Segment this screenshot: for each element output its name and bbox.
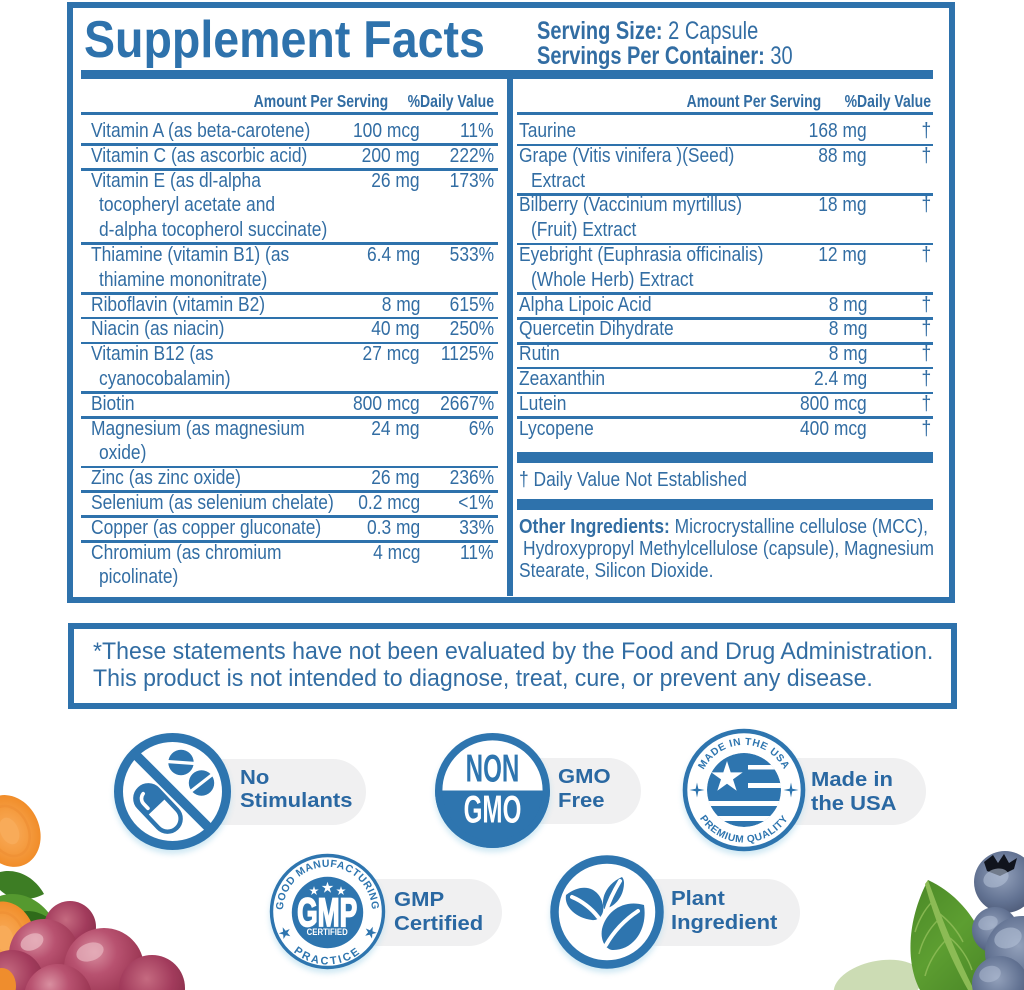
- svg-text:CERTIFIED: CERTIFIED: [307, 926, 348, 937]
- svg-text:NON: NON: [466, 747, 520, 790]
- svg-text:GMO: GMO: [464, 788, 522, 831]
- svg-text:GMP: GMP: [297, 890, 357, 935]
